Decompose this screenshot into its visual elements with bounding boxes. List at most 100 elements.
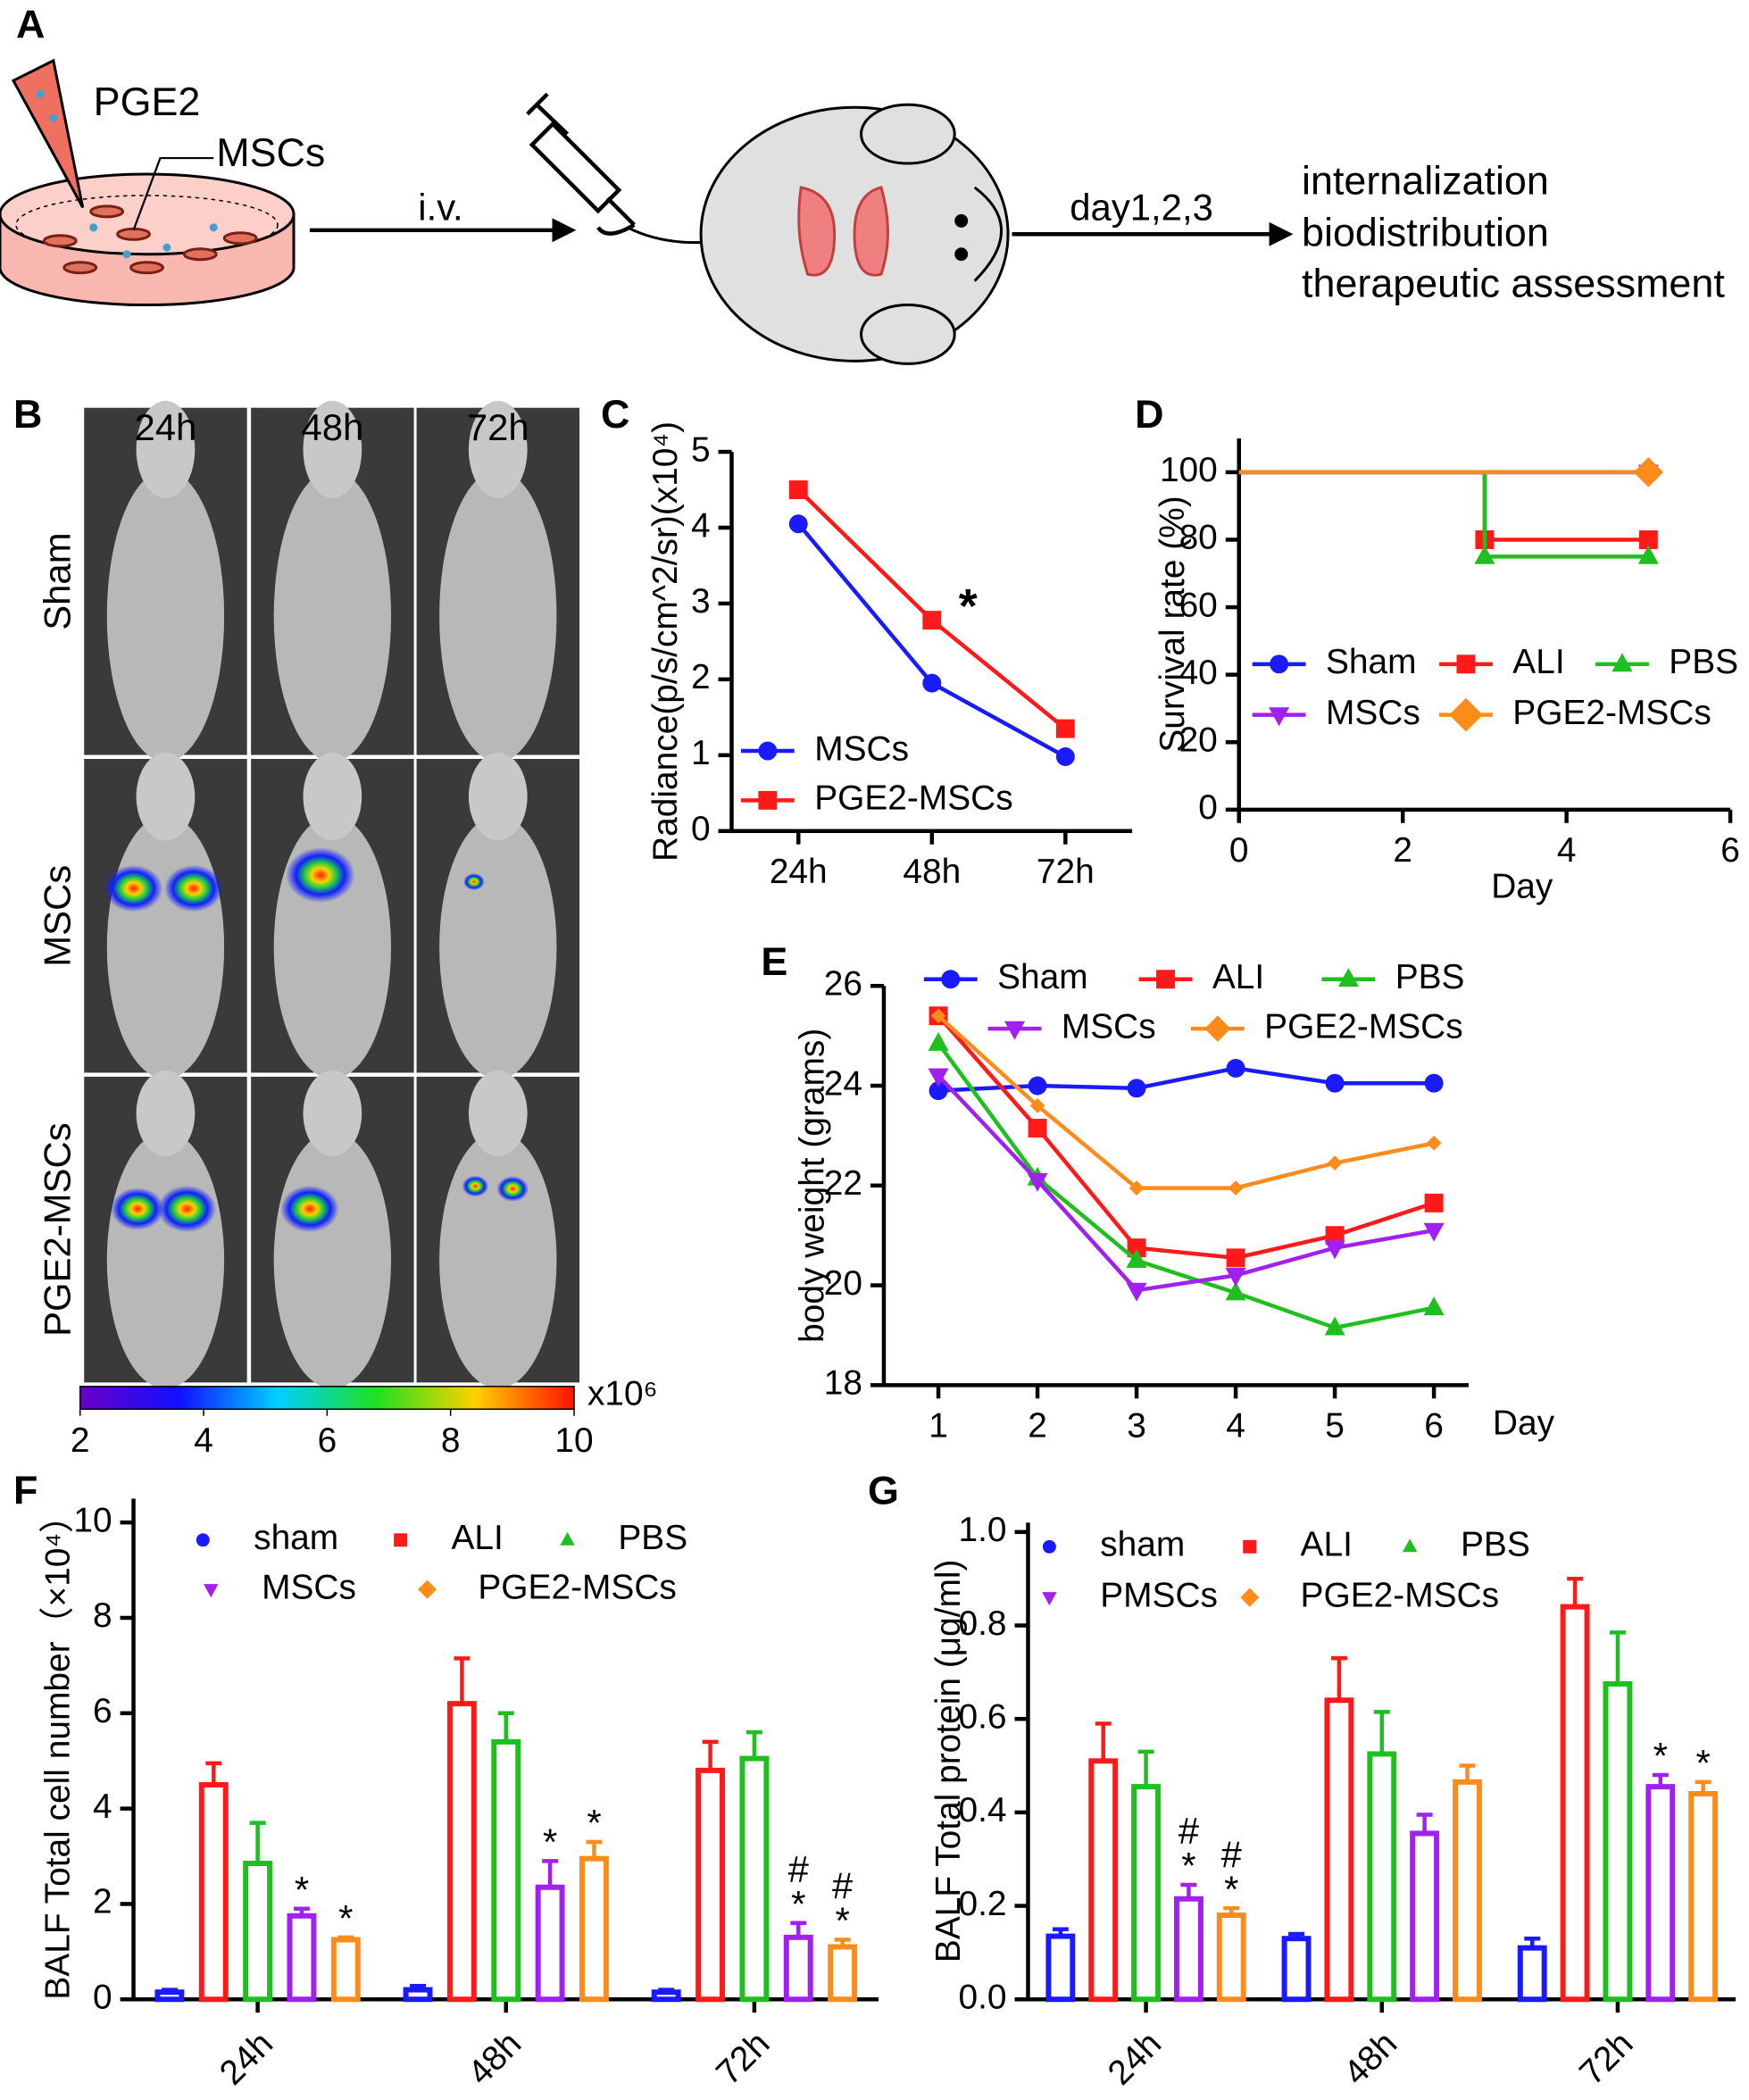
legend-label: PBS xyxy=(1669,643,1738,681)
legend-marker xyxy=(1449,697,1483,732)
y-axis-label: BALF Total cell number（×10⁴） xyxy=(39,1498,78,2000)
mouse-head xyxy=(136,1071,196,1156)
marker xyxy=(1426,1135,1442,1151)
signal xyxy=(280,1185,339,1233)
y-tick-label: 0.6 xyxy=(958,1697,1006,1736)
y-tick-label: 2 xyxy=(691,658,711,696)
x-tick-label: 3 xyxy=(1127,1406,1146,1445)
marker xyxy=(1126,1249,1147,1268)
y-tick-label: 0 xyxy=(93,1979,112,2017)
colorbar-unit: x10⁶ xyxy=(587,1375,658,1413)
cells-label: MSCs xyxy=(216,129,325,175)
x-axis-label: Day xyxy=(1493,1404,1555,1442)
mouse-head xyxy=(468,752,528,841)
legend-marker xyxy=(560,1531,575,1546)
y-tick-label: 20 xyxy=(1179,721,1218,760)
mouse-head xyxy=(303,1071,362,1156)
y-tick-label: 80 xyxy=(1179,519,1218,557)
panel-letter: A xyxy=(16,1,45,46)
y-axis-label: BALF Total protein (μg/ml) xyxy=(929,1559,968,1962)
panel-letter: D xyxy=(1135,391,1163,437)
group-label: MSCs xyxy=(36,865,78,967)
group-label: PGE2-MSCs xyxy=(36,1122,78,1337)
bar xyxy=(739,1755,770,2003)
marker xyxy=(788,514,808,534)
marker xyxy=(1228,1180,1244,1196)
route-label: i.v. xyxy=(418,186,462,228)
pge2-dots xyxy=(89,223,218,259)
x-tick-label: 24h xyxy=(770,853,828,891)
x-tick-label: 2 xyxy=(1393,831,1412,870)
mouse-head xyxy=(468,400,528,498)
line xyxy=(796,522,1067,759)
mouse-body xyxy=(273,470,392,762)
line xyxy=(796,488,1067,730)
signal xyxy=(462,873,485,891)
legend-marker xyxy=(1456,654,1476,674)
significance: # xyxy=(832,1865,854,1907)
dish-medium xyxy=(15,195,279,255)
x-tick-label: 4 xyxy=(1557,831,1577,870)
y-axis-label: body weight (grams) xyxy=(793,1029,831,1343)
bar xyxy=(535,1884,565,2003)
marker xyxy=(1423,1222,1445,1242)
marker xyxy=(1226,1248,1245,1268)
marker xyxy=(1055,747,1075,766)
marker xyxy=(1424,1073,1444,1093)
legend-marker xyxy=(1337,968,1359,988)
significance: * xyxy=(1696,1742,1711,1784)
marker xyxy=(1055,719,1075,738)
x-tick-label: 0 xyxy=(1229,831,1249,870)
legend-marker xyxy=(1042,1539,1056,1554)
bar xyxy=(491,1738,521,2003)
legend-label: ALI xyxy=(1512,643,1564,681)
colorbar xyxy=(79,1386,575,1411)
marker xyxy=(1225,1281,1246,1301)
legend-marker xyxy=(1240,1588,1260,1607)
outcome: biodistribution xyxy=(1302,210,1549,255)
marker xyxy=(922,611,942,630)
x-tick-label: 6 xyxy=(1720,831,1740,870)
significance: # xyxy=(1221,1833,1243,1875)
y-tick-label: 5 xyxy=(691,430,711,469)
bar xyxy=(1517,1945,1547,2003)
y-tick-label: 0.2 xyxy=(958,1885,1006,1923)
timepoint-label: 24h xyxy=(135,406,197,448)
y-tick-label: 22 xyxy=(824,1164,862,1203)
mouse-body xyxy=(106,470,225,762)
bar xyxy=(1645,1784,1676,2003)
panel-letter: E xyxy=(761,938,787,984)
pipette xyxy=(11,58,85,209)
marker xyxy=(1028,1119,1047,1138)
legend-label: ALI xyxy=(1212,958,1264,996)
marker xyxy=(928,1068,949,1088)
bar xyxy=(1131,1784,1162,2003)
significance: # xyxy=(1178,1810,1200,1852)
legend-marker xyxy=(1270,654,1289,674)
legend-label: Sham xyxy=(997,958,1088,996)
y-tick-label: 26 xyxy=(824,964,862,1003)
y-axis-label: Radiance(p/s/cm^2/sr)(x10⁴) xyxy=(646,421,685,862)
marker xyxy=(1226,1058,1245,1078)
bar xyxy=(783,1934,813,2003)
legend-marker xyxy=(941,970,961,989)
x-axis-label: Day xyxy=(1491,867,1553,905)
y-tick-label: 0.8 xyxy=(958,1604,1006,1643)
legend-marker xyxy=(1269,707,1290,727)
legend-label: PGE2-MSCs xyxy=(814,779,1012,818)
legend-label: PGE2-MSCs xyxy=(478,1568,677,1606)
colorbar-tick-label: 2 xyxy=(71,1421,90,1460)
x-tick-label: 48h xyxy=(1337,2024,1404,2092)
mouse-body xyxy=(106,1131,225,1389)
bar xyxy=(403,1987,433,2003)
y-tick-label: 10 xyxy=(73,1501,112,1539)
y-tick-label: 6 xyxy=(93,1692,112,1730)
colorbar-tick-label: 6 xyxy=(318,1421,337,1460)
marker xyxy=(928,1031,949,1051)
marker xyxy=(929,1081,948,1101)
legend-marker xyxy=(196,1533,210,1547)
bar xyxy=(1324,1697,1354,2003)
legend-label: PMSCs xyxy=(1100,1576,1218,1614)
y-tick-label: 0 xyxy=(691,810,711,848)
